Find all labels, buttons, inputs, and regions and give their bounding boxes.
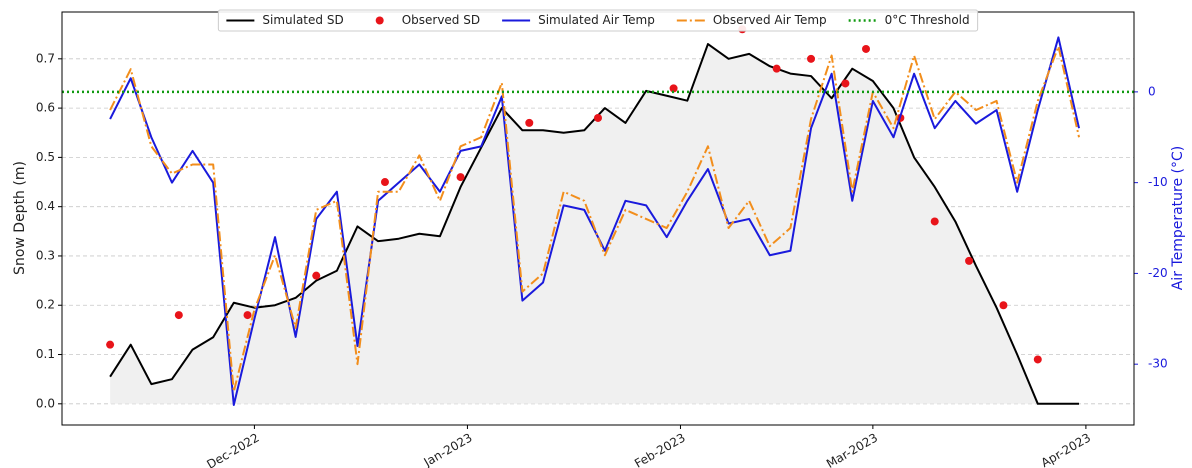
y2-tick-label: 0 xyxy=(1148,84,1156,98)
legend-label: 0°C Threshold xyxy=(885,13,970,27)
point xyxy=(1033,355,1042,364)
point xyxy=(807,54,816,63)
point xyxy=(106,340,115,349)
point xyxy=(841,79,850,88)
point xyxy=(594,113,602,122)
legend-item: Simulated SD xyxy=(226,13,344,27)
point xyxy=(312,271,321,280)
point xyxy=(999,301,1008,310)
y2-axis-label: Air Temperature (°C) xyxy=(1170,146,1186,291)
point xyxy=(669,84,678,93)
legend-item: Simulated Air Temp xyxy=(502,13,655,27)
plot-area xyxy=(62,25,1134,407)
y-tick-label: 0.7 xyxy=(36,51,55,65)
legend-label: Observed SD xyxy=(402,13,480,27)
y2-tick-label: -30 xyxy=(1148,357,1168,371)
point xyxy=(380,178,389,187)
point xyxy=(456,173,465,182)
y2-tick-label: -20 xyxy=(1148,266,1168,280)
legend-label: Simulated Air Temp xyxy=(538,13,655,27)
legend: Simulated SD Observed SD Simulated Air Tem… xyxy=(217,9,979,32)
legend-box xyxy=(217,9,979,32)
legend-item: 0°C Threshold xyxy=(848,13,970,27)
legend-item: Observed SD xyxy=(375,13,480,27)
legend-item: Observed Air Temp xyxy=(676,13,827,27)
legend-label: Simulated SD xyxy=(262,13,343,27)
point xyxy=(862,44,870,53)
y-tick-label: 0.5 xyxy=(36,150,55,164)
y-tick-label: 0.0 xyxy=(36,396,55,410)
legend-marker xyxy=(375,16,384,25)
y-tick-label: 0.4 xyxy=(36,199,55,213)
point xyxy=(243,311,252,320)
point xyxy=(930,217,939,226)
point xyxy=(965,256,974,265)
line xyxy=(109,45,1081,393)
y-axis-label: Snow Depth (m) xyxy=(12,161,28,275)
y-tick-label: 0.2 xyxy=(36,298,55,312)
legend-label: Observed Air Temp xyxy=(713,13,827,27)
y2-tick-label: -10 xyxy=(1148,175,1168,189)
y-tick-label: 0.3 xyxy=(36,248,55,262)
point xyxy=(772,64,781,73)
y-tick-label: 0.6 xyxy=(36,101,55,115)
point xyxy=(525,118,534,127)
y-tick-label: 0.1 xyxy=(36,347,55,361)
point xyxy=(174,311,183,320)
